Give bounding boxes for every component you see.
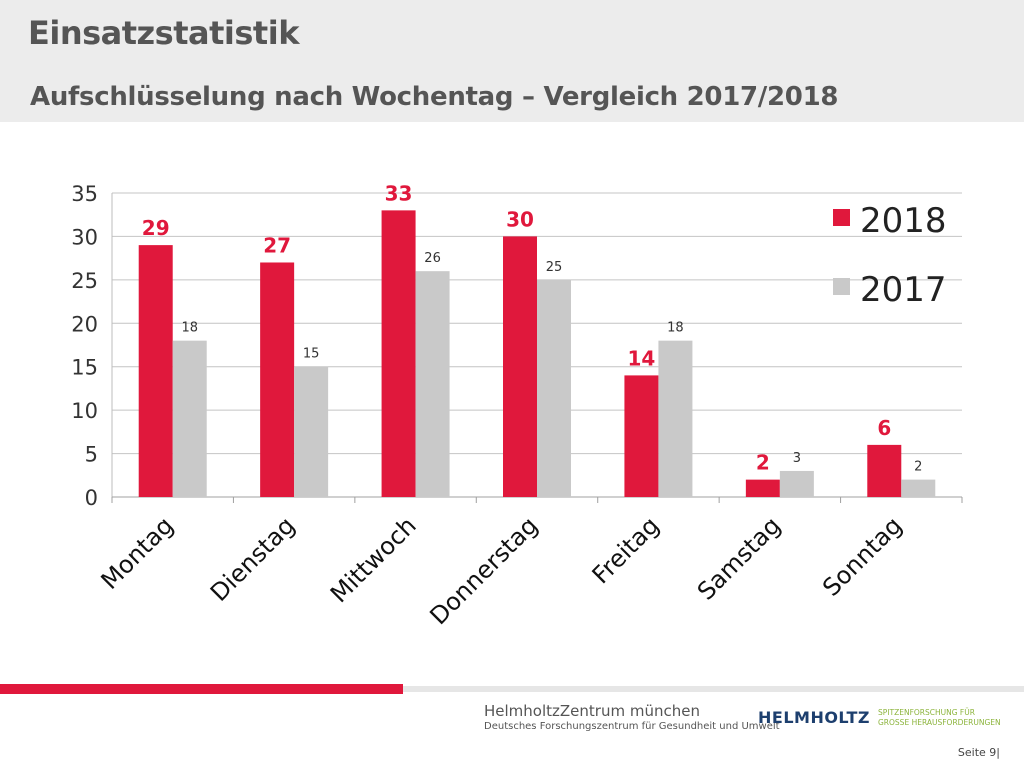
helmholtz-claim-line1: SPITZENFORSCHUNG FÜR bbox=[878, 708, 975, 717]
data-label-2017: 25 bbox=[546, 260, 563, 275]
data-label-2018: 30 bbox=[506, 207, 534, 231]
bar-2017 bbox=[658, 340, 693, 497]
y-tick-label: 0 bbox=[85, 486, 98, 510]
x-category-label: Mittwoch bbox=[325, 511, 422, 608]
data-label-2018: 2 bbox=[756, 451, 770, 475]
data-label-2017: 2 bbox=[914, 460, 922, 475]
hmgu-logo-name: HelmholtzZentrum münchen bbox=[484, 702, 700, 720]
bar-chart: 051015202530352918Montag2715Dienstag3326… bbox=[71, 181, 963, 630]
page-title: Einsatzstatistik bbox=[28, 14, 299, 52]
header-band: Einsatzstatistik Aufschlüsselung nach Wo… bbox=[0, 0, 1024, 122]
helmholtz-logo: HELMHOLTZ bbox=[758, 708, 870, 727]
data-label-2017: 18 bbox=[181, 321, 198, 336]
data-label-2018: 33 bbox=[385, 181, 413, 205]
y-tick-label: 25 bbox=[71, 269, 98, 293]
page-subtitle: Aufschlüsselung nach Wochentag – Verglei… bbox=[30, 82, 839, 112]
data-label-2018: 6 bbox=[877, 416, 891, 440]
y-tick-label: 10 bbox=[71, 399, 98, 423]
bar-2018 bbox=[381, 210, 416, 497]
bar-2018 bbox=[260, 262, 295, 497]
bar-2017 bbox=[415, 271, 450, 497]
legend-label-2017: 2017 bbox=[860, 270, 947, 310]
bar-2018 bbox=[867, 444, 902, 497]
data-label-2017: 3 bbox=[793, 451, 801, 466]
helmholtz-claim-line2: GROSSE HERAUSFORDERUNGEN bbox=[878, 718, 1001, 727]
data-label-2018: 27 bbox=[263, 233, 291, 257]
bar-2017 bbox=[901, 479, 936, 497]
y-tick-label: 20 bbox=[71, 312, 98, 336]
x-category-label: Montag bbox=[96, 511, 179, 594]
data-label-2018: 14 bbox=[628, 346, 656, 370]
hmgu-logo-subtitle: Deutsches Forschungszentrum für Gesundhe… bbox=[484, 721, 780, 732]
x-category-label: Freitag bbox=[587, 511, 665, 589]
data-label-2017: 26 bbox=[424, 251, 441, 266]
helmholtz-claim: SPITZENFORSCHUNG FÜR GROSSE HERAUSFORDER… bbox=[878, 708, 1001, 728]
y-tick-label: 15 bbox=[71, 356, 98, 380]
legend-swatch-2017 bbox=[833, 278, 850, 295]
y-tick-label: 35 bbox=[71, 182, 98, 206]
bar-2017 bbox=[172, 340, 207, 497]
y-tick-label: 30 bbox=[71, 225, 98, 249]
legend-label-2018: 2018 bbox=[860, 201, 947, 241]
data-label-2018: 29 bbox=[142, 216, 170, 240]
x-category-label: Samstag bbox=[692, 511, 786, 605]
footer-divider-bar bbox=[403, 686, 1024, 692]
footer-accent-bar bbox=[0, 684, 403, 694]
bar-2018 bbox=[138, 245, 173, 497]
bar-2018 bbox=[624, 375, 659, 497]
bar-2017 bbox=[537, 279, 571, 497]
hmgu-logo: HelmholtzZentrum münchen Deutsches Forsc… bbox=[484, 702, 780, 734]
bar-2018 bbox=[503, 236, 537, 497]
data-label-2017: 18 bbox=[667, 321, 684, 336]
data-label-2017: 15 bbox=[303, 347, 320, 362]
page-number: Seite 9| bbox=[957, 746, 1000, 759]
legend-swatch-2018 bbox=[833, 209, 850, 226]
y-tick-label: 5 bbox=[85, 443, 98, 467]
x-category-label: Sonntag bbox=[817, 511, 907, 601]
bar-2017 bbox=[779, 470, 814, 497]
x-category-label: Donnerstag bbox=[424, 511, 543, 630]
bar-2018 bbox=[745, 479, 780, 497]
bar-2017 bbox=[294, 366, 329, 497]
x-category-label: Dienstag bbox=[205, 511, 300, 606]
